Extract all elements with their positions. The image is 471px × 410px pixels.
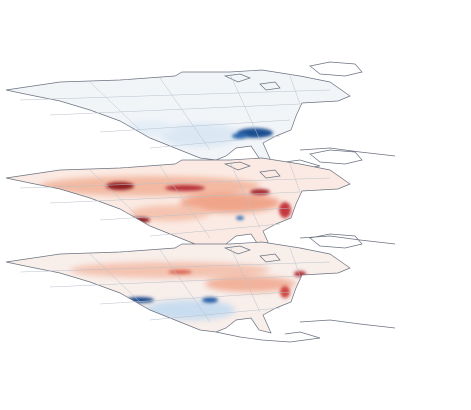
map-layer-top [5, 61, 396, 171]
map-layer-bottom [5, 233, 396, 343]
map-layer-middle [5, 149, 396, 259]
